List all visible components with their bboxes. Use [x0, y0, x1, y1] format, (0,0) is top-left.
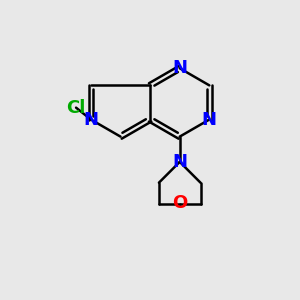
Text: Cl: Cl	[66, 99, 86, 117]
Text: N: N	[172, 59, 187, 77]
Text: N: N	[83, 110, 98, 128]
Text: N: N	[202, 110, 217, 128]
Text: N: N	[172, 153, 187, 171]
Text: O: O	[172, 194, 187, 212]
